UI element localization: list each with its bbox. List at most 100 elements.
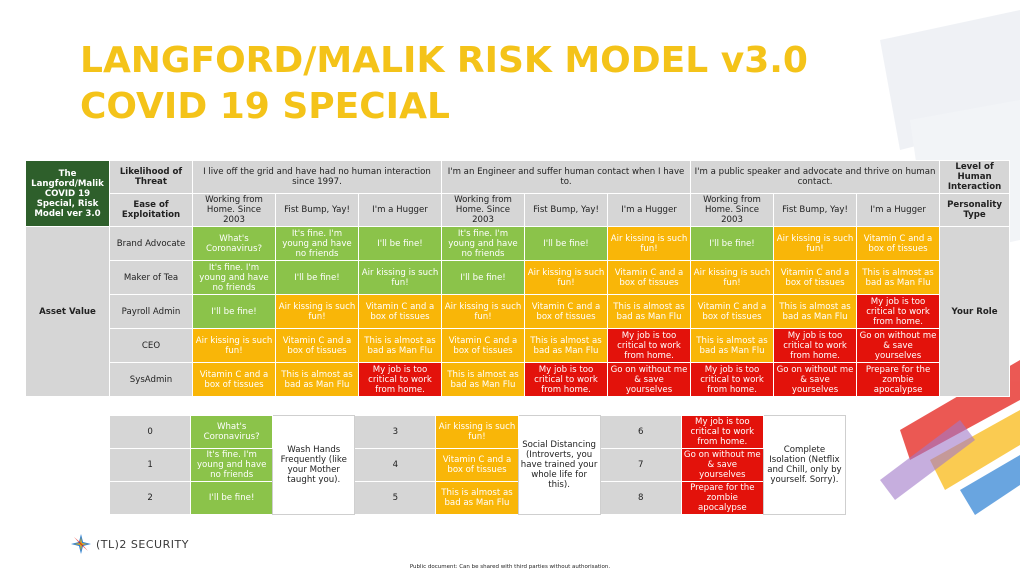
matrix-row: SysAdmin Vitamin C and a box of tissues Th… xyxy=(26,362,1010,397)
risk-cell: Air kissing is such fun! xyxy=(773,226,858,261)
legend-score: 1 xyxy=(108,448,192,482)
matrix-row: CEO Air kissing is such fun! Vitamin C and… xyxy=(26,328,1010,363)
risk-cell: This is almost as bad as Man Flu xyxy=(524,328,608,363)
risk-cell: My job is too critical to work from home… xyxy=(524,362,608,397)
group-header-3: I'm a public speaker and advocate and th… xyxy=(690,160,941,194)
title-line-2: COVID 19 SPECIAL xyxy=(80,86,450,127)
risk-cell: This is almost as bad as Man Flu xyxy=(690,328,775,363)
legend-risk-label: Go on without me & save yourselves xyxy=(680,448,764,482)
risk-cell: This is almost as bad as Man Flu xyxy=(606,294,692,329)
risk-cell: Prepare for the zombie apocalypse xyxy=(856,362,941,397)
risk-cell: Go on without me & save yourselves xyxy=(856,328,941,363)
logo-text: (TL)2 SECURITY xyxy=(96,537,189,551)
risk-cell: Air kissing is such fun! xyxy=(358,260,442,295)
sub-header: Fist Bump, Yay! xyxy=(524,193,608,227)
risk-cell: I'll be fine! xyxy=(192,294,276,329)
legend-advice: Complete Isolation (Netflix and Chill, o… xyxy=(762,415,847,515)
matrix-row: Asset Value Brand Advocate What's Coronavi… xyxy=(25,226,1011,397)
ease-label: Ease of Exploitation xyxy=(109,193,193,227)
sub-header: Fist Bump, Yay! xyxy=(275,193,359,227)
risk-cell: Air kissing is such fun! xyxy=(192,328,276,363)
risk-cell: My job is too critical to work from home… xyxy=(773,328,858,363)
legend-risk-label: What's Coronavirus? xyxy=(190,415,274,449)
matrix-row: Payroll Admin I'll be fine! Air kissing is… xyxy=(26,294,1010,329)
matrix-row: Maker of Tea It's fine. I'm young and hav… xyxy=(26,260,1010,295)
legend-risk-label: It's fine. I'm young and have no friends xyxy=(190,448,274,482)
title-line-1: LANGFORD/MALIK RISK MODEL v3.0 xyxy=(80,40,808,81)
sub-header: Working from Home. Since 2003 xyxy=(690,193,775,227)
risk-cell: Vitamin C and a box of tissues xyxy=(358,294,442,329)
risk-cell: Vitamin C and a box of tissues xyxy=(773,260,858,295)
risk-cell: Vitamin C and a box of tissues xyxy=(192,362,276,397)
asset-value-label: Asset Value xyxy=(25,226,110,397)
risk-cell: This is almost as bad as Man Flu xyxy=(773,294,858,329)
sub-header: Working from Home. Since 2003 xyxy=(441,193,525,227)
risk-cell: Vitamin C and a box of tissues xyxy=(441,328,525,363)
risk-cell: Air kissing is such fun! xyxy=(441,294,525,329)
role-label: Brand Advocate xyxy=(109,226,193,261)
risk-legend: 0 What's Coronavirus? Wash Hands Frequentl… xyxy=(108,415,847,515)
risk-cell: Vitamin C and a box of tissues xyxy=(275,328,359,363)
role-label: SysAdmin xyxy=(109,362,193,397)
risk-cell: This is almost as bad as Man Flu xyxy=(275,362,359,397)
your-role-label: Your Role xyxy=(939,226,1011,397)
risk-cell: My job is too critical to work from home… xyxy=(856,294,941,329)
sub-header: I'm a Hugger xyxy=(606,193,692,227)
risk-cell: Go on without me & save yourselves xyxy=(606,362,692,397)
risk-cell: My job is too critical to work from home… xyxy=(358,362,442,397)
legend-row: 1 It's fine. I'm young and have no friend… xyxy=(108,448,846,482)
legend-score: 7 xyxy=(599,448,682,482)
company-logo: (TL)2 SECURITY xyxy=(70,533,189,555)
level-label: Level of Human Interaction xyxy=(939,160,1011,194)
sub-header: I'm a Hugger xyxy=(856,193,941,227)
legend-risk-label: This is almost as bad as Man Flu xyxy=(435,481,519,515)
risk-cell: Air kissing is such fun! xyxy=(606,226,692,261)
risk-cell: Air kissing is such fun! xyxy=(275,294,359,329)
legend-risk-label: Vitamin C and a box of tissues xyxy=(435,448,519,482)
risk-cell: Vitamin C and a box of tissues xyxy=(606,260,692,295)
legend-row: 2 I'll be fine! 5 This is almost as bad as … xyxy=(108,481,846,515)
star-logo-icon xyxy=(71,534,91,554)
risk-cell: It's fine. I'm young and have no friends xyxy=(275,226,359,261)
legend-advice: Social Distancing (Introverts, you have … xyxy=(517,415,601,515)
risk-cell: This is almost as bad as Man Flu xyxy=(856,260,941,295)
legend-risk-label: Prepare for the zombie apocalypse xyxy=(680,481,764,515)
role-label: CEO xyxy=(109,328,193,363)
risk-cell: This is almost as bad as Man Flu xyxy=(358,328,442,363)
legend-advice: Wash Hands Frequently (like your Mother … xyxy=(272,415,356,515)
legend-score: 3 xyxy=(354,415,437,449)
legend-score: 0 xyxy=(108,415,192,449)
role-label: Payroll Admin xyxy=(109,294,193,329)
legend-risk-label: Air kissing is such fun! xyxy=(435,415,519,449)
page-title: LANGFORD/MALIK RISK MODEL v3.0 COVID 19 … xyxy=(80,38,808,130)
risk-cell: I'll be fine! xyxy=(358,226,442,261)
personality-label: Personality Type xyxy=(939,193,1011,227)
sub-header: I'm a Hugger xyxy=(358,193,442,227)
risk-cell: My job is too critical to work from home… xyxy=(690,362,775,397)
risk-cell: Vitamin C and a box of tissues xyxy=(856,226,941,261)
risk-cell: Vitamin C and a box of tissues xyxy=(690,294,775,329)
likelihood-label: Likelihood of Threat xyxy=(109,160,193,194)
group-header-1: I live off the grid and have had no huma… xyxy=(192,160,442,194)
legend-score: 5 xyxy=(354,481,437,515)
role-label: Maker of Tea xyxy=(109,260,193,295)
risk-cell: Go on without me & save yourselves xyxy=(773,362,858,397)
risk-cell: I'll be fine! xyxy=(275,260,359,295)
risk-cell: Air kissing is such fun! xyxy=(690,260,775,295)
risk-cell: This is almost as bad as Man Flu xyxy=(441,362,525,397)
legend-score: 8 xyxy=(599,481,682,515)
risk-cell: What's Coronavirus? xyxy=(192,226,276,261)
sub-header: Fist Bump, Yay! xyxy=(773,193,858,227)
risk-cell: My job is too critical to work from home… xyxy=(606,328,692,363)
matrix-corner-label: The Langford/Malik COVID 19 Special, Ris… xyxy=(25,160,110,227)
risk-cell: I'll be fine! xyxy=(441,260,525,295)
risk-matrix: The Langford/Malik COVID 19 Special, Ris… xyxy=(25,160,1011,397)
footer-note: Public document: Can be shared with thir… xyxy=(409,564,611,570)
risk-cell: Vitamin C and a box of tissues xyxy=(524,294,608,329)
legend-row: 0 What's Coronavirus? Wash Hands Frequentl… xyxy=(108,415,847,515)
risk-cell: It's fine. I'm young and have no friends xyxy=(441,226,525,261)
legend-risk-label: My job is too critical to work from home… xyxy=(680,415,764,449)
risk-cell: I'll be fine! xyxy=(690,226,775,261)
legend-score: 4 xyxy=(354,448,437,482)
legend-score: 6 xyxy=(599,415,682,449)
